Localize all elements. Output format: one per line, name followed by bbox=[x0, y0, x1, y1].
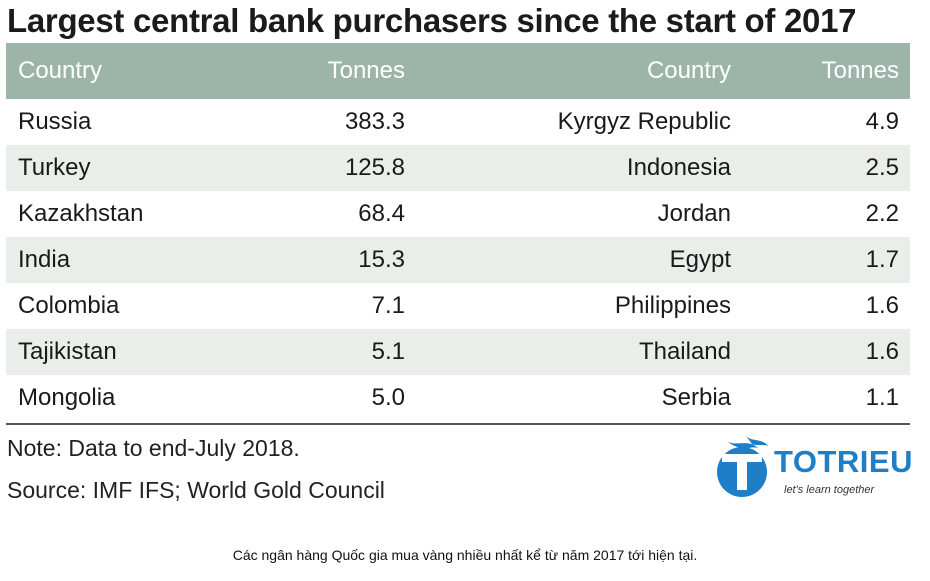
table-row: Mongolia 5.0 Serbia 1.1 bbox=[6, 375, 910, 421]
table-cell-tonnes-right: 1.6 bbox=[865, 292, 899, 319]
table-cell-tonnes-left: 5.1 bbox=[371, 338, 405, 365]
table-cell-country-right: Philippines bbox=[614, 292, 731, 319]
table-cell-country-left: Kazakhstan bbox=[18, 200, 144, 227]
table-cell-country-right: Thailand bbox=[638, 338, 731, 365]
table-header-row: Country Tonnes Country Tonnes bbox=[6, 43, 910, 99]
data-table: Country Tonnes Country Tonnes Russia 383.… bbox=[6, 43, 910, 421]
table-cell-tonnes-left: 125.8 bbox=[344, 154, 405, 181]
table-source: Source: IMF IFS; World Gold Council bbox=[7, 477, 385, 503]
table-cell-tonnes-left: 7.1 bbox=[371, 292, 405, 319]
table-cell-tonnes-right: 1.1 bbox=[865, 384, 899, 411]
table-cell-tonnes-left: 383.3 bbox=[344, 108, 405, 135]
logo-tagline: let's learn together bbox=[784, 484, 875, 496]
logo-brand-text: TOTRIEU bbox=[774, 444, 913, 479]
table-note: Note: Data to end-July 2018. bbox=[7, 435, 300, 461]
table-row: Colombia 7.1 Philippines 1.6 bbox=[6, 283, 910, 329]
table-cell-tonnes-right: 2.2 bbox=[865, 200, 899, 227]
table-cell-tonnes-right: 1.7 bbox=[865, 246, 899, 273]
table-cell-country-right: Kyrgyz Republic bbox=[557, 108, 731, 135]
image-caption: Các ngân hàng Quốc gia mua vàng nhiều nh… bbox=[232, 547, 698, 563]
table-row: Turkey 125.8 Indonesia 2.5 bbox=[6, 145, 910, 191]
table-row: Tajikistan 5.1 Thailand 1.6 bbox=[6, 329, 910, 375]
header-tonnes-1: Tonnes bbox=[327, 57, 405, 84]
table-cell-country-right: Egypt bbox=[669, 246, 731, 273]
table-cell-country-left: Colombia bbox=[18, 292, 120, 319]
table-row: Kazakhstan 68.4 Jordan 2.2 bbox=[6, 191, 910, 237]
table-body: Russia 383.3 Kyrgyz Republic 4.9 Turkey 125.8… bbox=[6, 99, 910, 421]
table-row: Russia 383.3 Kyrgyz Republic 4.9 bbox=[6, 99, 910, 145]
table-row: India 15.3 Egypt 1.7 bbox=[6, 237, 910, 283]
table-cell-country-right: Indonesia bbox=[626, 154, 731, 181]
table-cell-country-right: Jordan bbox=[657, 200, 731, 227]
table-cell-country-right: Serbia bbox=[661, 384, 731, 411]
table-cell-tonnes-right: 2.5 bbox=[865, 154, 899, 181]
totrieu-logo: TOTRIEU let's learn together bbox=[712, 432, 913, 502]
table-cell-country-left: Tajikistan bbox=[18, 338, 117, 365]
header-country-1: Country bbox=[18, 57, 103, 84]
table-cell-country-left: Turkey bbox=[18, 154, 91, 181]
table-bottom-rule bbox=[6, 423, 910, 425]
table-cell-tonnes-right: 1.6 bbox=[865, 338, 899, 365]
header-tonnes-2: Tonnes bbox=[821, 57, 899, 84]
table-cell-tonnes-left: 68.4 bbox=[358, 200, 405, 227]
table-cell-country-left: India bbox=[18, 246, 71, 273]
table-cell-tonnes-left: 5.0 bbox=[371, 384, 405, 411]
table-cell-country-left: Russia bbox=[18, 108, 92, 135]
table-cell-tonnes-right: 4.9 bbox=[865, 108, 899, 135]
flame-t-logo-icon bbox=[717, 436, 768, 497]
table-cell-tonnes-left: 15.3 bbox=[358, 246, 405, 273]
chart-title: Largest central bank purchasers since th… bbox=[7, 2, 857, 39]
header-country-2: Country bbox=[646, 57, 731, 84]
table-cell-country-left: Mongolia bbox=[18, 384, 116, 411]
